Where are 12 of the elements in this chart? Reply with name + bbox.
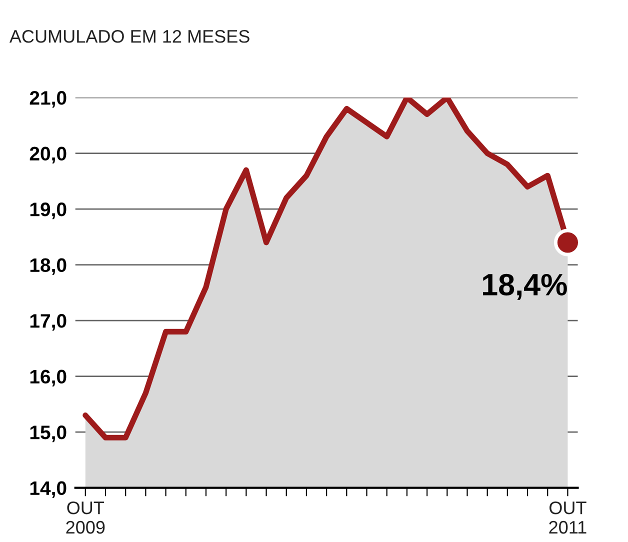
- y-tick-label: 19,0: [30, 202, 66, 220]
- x-tick-label: OUT 2009: [66, 501, 105, 534]
- data-label: 18,4%: [483, 274, 567, 300]
- y-tick-label: 15,0: [30, 426, 66, 442]
- y-tick-label: 17,0: [30, 314, 66, 331]
- y-tick-label: 16,0: [30, 370, 66, 386]
- y-tick-label: 20,0: [30, 146, 66, 164]
- chart-title: ACUMULADO EM 12 MESES: [9, 30, 250, 43]
- y-tick-label: 18,0: [30, 258, 66, 275]
- y-tick-label: 21,0: [30, 91, 66, 108]
- x-tick-label: OUT 2011: [549, 501, 586, 534]
- y-tick-label: 14,0: [30, 481, 66, 498]
